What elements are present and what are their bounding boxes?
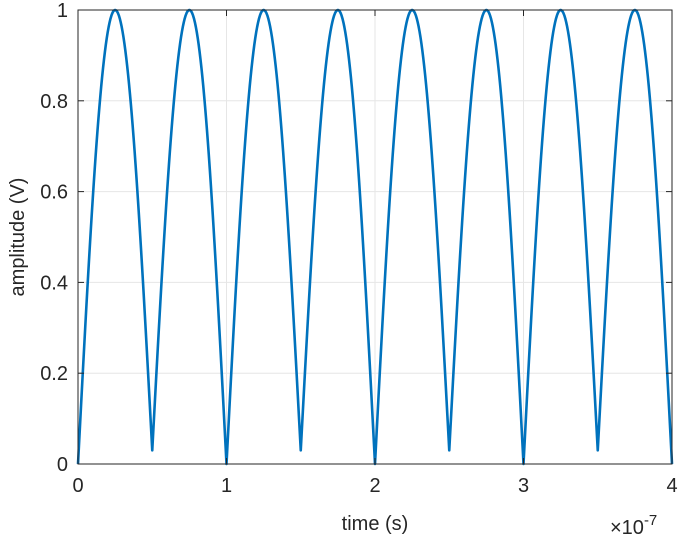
x-axis-exponent: ×10-7	[610, 512, 657, 539]
x-tick-label: 1	[221, 475, 232, 497]
y-tick-label: 0.8	[40, 91, 68, 113]
y-axis-label: amplitude (V)	[7, 178, 29, 297]
tick-marks	[77, 9, 673, 465]
grid	[78, 10, 672, 464]
y-tick-labels: 0 0.2 0.4 0.6 0.8 1	[40, 0, 68, 476]
x-axis-label: time (s)	[342, 513, 409, 535]
x-tick-label: 0	[72, 475, 83, 497]
x-tick-labels: 0 1 2 3 4	[72, 475, 677, 497]
y-tick-label: 0.6	[40, 182, 68, 204]
x-axis-exponent-base: ×10	[610, 517, 644, 539]
x-tick-label: 2	[369, 475, 380, 497]
y-tick-label: 0.2	[40, 363, 68, 385]
x-tick-label: 3	[518, 475, 529, 497]
y-tick-label: 0	[57, 454, 68, 476]
y-tick-label: 0.4	[40, 272, 68, 294]
x-axis-exponent-power: -7	[644, 512, 657, 529]
y-tick-label: 1	[57, 0, 68, 22]
x-tick-label: 4	[666, 475, 677, 497]
